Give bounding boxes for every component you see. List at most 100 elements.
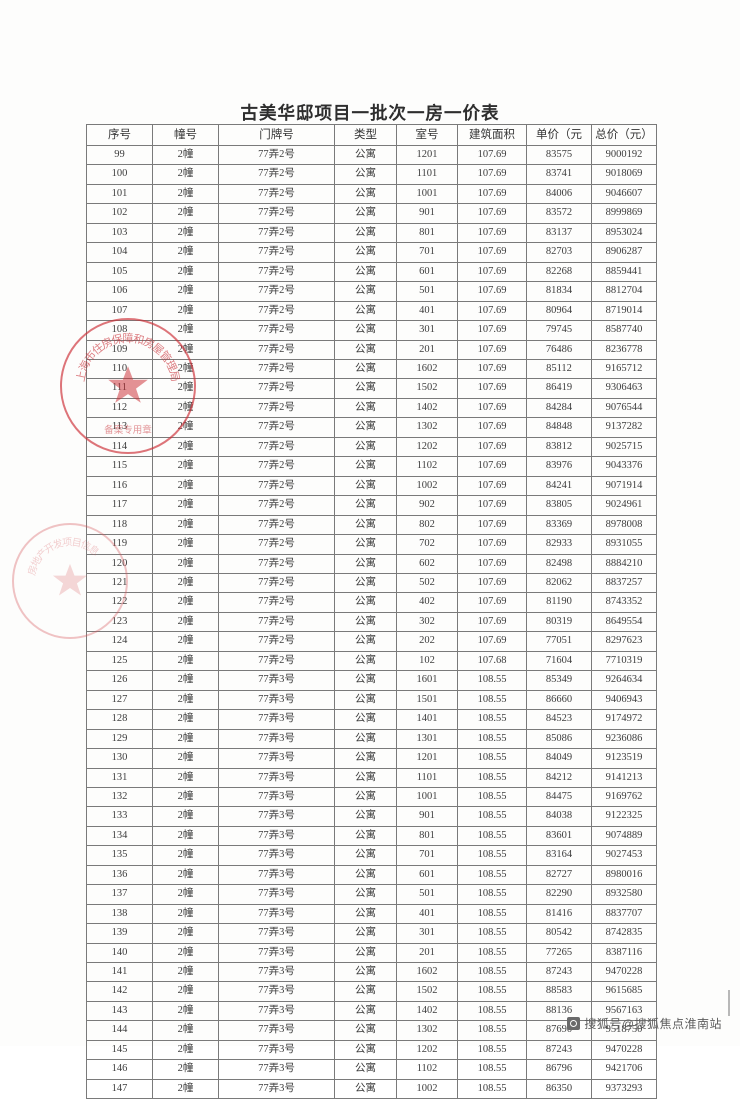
cell-room: 1302 [396,417,458,438]
cell-total: 8719014 [591,300,657,322]
cell-addr: 77弄2号 [218,436,335,458]
cell-seq: 129 [86,728,153,750]
cell-bldg: 2幢 [152,203,219,224]
cell-bldg: 2幢 [152,845,219,866]
cell-type: 公寓 [334,709,397,730]
cell-type: 公寓 [334,514,397,536]
cell-room: 202 [396,631,458,652]
cell-unit: 83812 [526,436,592,458]
cell-addr: 77弄2号 [218,320,335,341]
cell-total: 9071914 [591,475,657,497]
cell-seq: 104 [86,242,153,263]
cell-total: 8980016 [591,864,657,886]
cell-room: 1602 [396,962,458,983]
cell-type: 公寓 [334,748,397,769]
cell-seq: 107 [86,300,153,322]
cell-room: 601 [396,864,458,886]
cell-type: 公寓 [334,981,397,1002]
sohu-logo-icon [567,1017,581,1030]
cell-unit: 84241 [526,475,592,497]
cell-area: 107.68 [457,650,527,672]
cell-total: 9236086 [591,728,657,750]
cell-seq: 138 [86,903,153,925]
cell-type: 公寓 [334,300,397,322]
cell-room: 1601 [396,670,458,691]
cell-area: 108.55 [457,786,527,808]
cell-seq: 118 [86,514,153,536]
cell-type: 公寓 [334,261,397,283]
cell-total: 9027453 [591,845,657,866]
cell-room: 1501 [396,689,458,711]
cell-unit: 82703 [526,242,592,263]
cell-bldg: 2幢 [152,475,219,497]
cell-addr: 77弄3号 [218,1059,335,1080]
cell-bldg: 2幢 [152,572,219,594]
cell-bldg: 2幢 [152,281,219,302]
cell-type: 公寓 [334,339,397,360]
cell-unit: 84038 [526,806,592,827]
cell-area: 108.55 [457,767,527,788]
cell-area: 108.55 [457,1059,527,1080]
cell-addr: 77弄2号 [218,144,335,166]
cell-type: 公寓 [334,1039,397,1061]
cell-room: 1001 [396,183,458,205]
cell-bldg: 2幢 [152,767,219,788]
cell-room: 1402 [396,1000,458,1022]
footer-watermark: 搜狐号@搜狐焦点淮南站 [567,1015,722,1032]
cell-seq: 145 [86,1039,153,1061]
table-row: 105 2幢 77弄2号 公寓 601 107.69 82268 8859441 [86,261,657,283]
cell-addr: 77弄2号 [218,203,335,224]
cell-unit: 86796 [526,1059,592,1080]
cell-total: 9137282 [591,417,657,438]
cell-unit: 84049 [526,748,592,769]
table-row: 128 2幢 77弄3号 公寓 1401 108.55 84523 9174972 [86,709,657,730]
cell-unit: 83164 [526,845,592,866]
table-row: 120 2幢 77弄2号 公寓 602 107.69 82498 8884210 [86,553,657,574]
table-row: 106 2幢 77弄2号 公寓 501 107.69 81834 8812704 [86,281,657,302]
cell-type: 公寓 [334,203,397,224]
cell-unit: 88136 [526,1000,592,1022]
cell-area: 108.55 [457,1000,527,1022]
cell-room: 901 [396,203,458,224]
cell-type: 公寓 [334,767,397,788]
cell-bldg: 2幢 [152,358,219,380]
table-row: 112 2幢 77弄2号 公寓 1402 107.69 84284 9076544 [86,397,657,419]
cell-type: 公寓 [334,825,397,847]
table-row: 104 2幢 77弄2号 公寓 701 107.69 82703 8906287 [86,242,657,263]
cell-total: 8649554 [591,611,657,633]
cell-total: 9122325 [591,806,657,827]
cell-area: 108.55 [457,825,527,847]
cell-seq: 135 [86,845,153,866]
cell-type: 公寓 [334,553,397,574]
cell-type: 公寓 [334,144,397,166]
table-row: 130 2幢 77弄3号 公寓 1201 108.55 84049 9123519 [86,748,657,769]
cell-seq: 142 [86,981,153,1002]
cell-unit: 84284 [526,397,592,419]
cell-bldg: 2幢 [152,144,219,166]
cell-bldg: 2幢 [152,1020,219,1041]
cell-seq: 106 [86,281,153,302]
cell-addr: 77弄2号 [218,456,335,477]
cell-total: 9165712 [591,358,657,380]
cell-bldg: 2幢 [152,222,219,244]
cell-bldg: 2幢 [152,456,219,477]
cell-bldg: 2幢 [152,300,219,322]
cell-bldg: 2幢 [152,1039,219,1061]
cell-type: 公寓 [334,572,397,594]
col-header-unit: 单价（元 [526,124,592,146]
cell-room: 401 [396,300,458,322]
cell-type: 公寓 [334,1059,397,1080]
cell-seq: 99 [86,144,153,166]
cell-addr: 77弄3号 [218,923,335,944]
cell-addr: 77弄3号 [218,709,335,730]
cell-area: 108.55 [457,845,527,866]
cell-total: 9174972 [591,709,657,730]
cell-unit: 85086 [526,728,592,750]
col-header-bldg: 幢号 [152,124,219,146]
cell-addr: 77弄3号 [218,845,335,866]
cell-seq: 121 [86,572,153,594]
cell-type: 公寓 [334,592,397,613]
table-row: 117 2幢 77弄2号 公寓 902 107.69 83805 9024961 [86,495,657,516]
cell-total: 8587740 [591,320,657,341]
cell-seq: 108 [86,320,153,341]
